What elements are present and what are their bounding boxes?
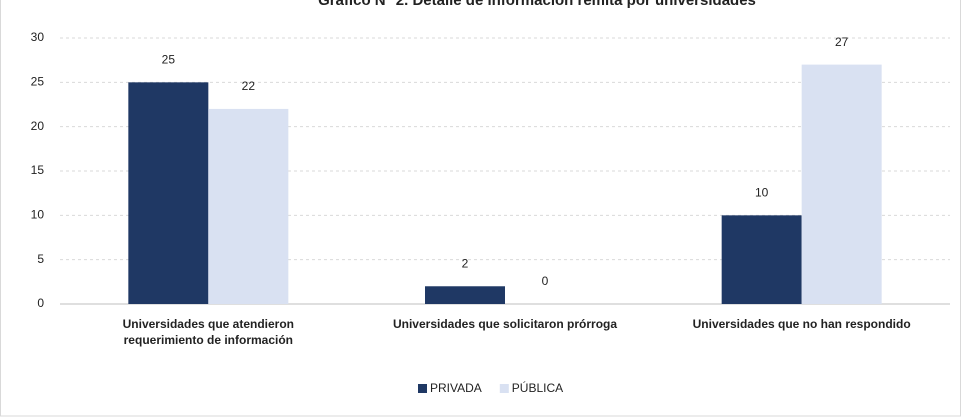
data-label: 27 xyxy=(835,35,849,49)
bar xyxy=(801,64,882,304)
y-tick-label: 0 xyxy=(37,296,44,310)
y-tick-label: 25 xyxy=(31,75,45,89)
y-tick-label: 10 xyxy=(31,208,45,222)
y-tick-label: 5 xyxy=(37,252,44,266)
legend-label: PRIVADA xyxy=(430,381,482,395)
bar xyxy=(425,286,505,304)
x-tick-label: Universidades que no han respondido xyxy=(692,317,911,331)
data-label: 0 xyxy=(542,274,549,288)
chart-title: Gráfico N° 2. Detalle de información rem… xyxy=(318,0,756,9)
legend-swatch xyxy=(418,384,427,393)
y-tick-label: 20 xyxy=(31,119,45,133)
y-tick-label: 15 xyxy=(31,163,45,177)
x-tick-label: Universidades que atendieron requerimien… xyxy=(122,317,295,347)
legend-swatch xyxy=(499,384,509,393)
x-tick-label: Universidades que solicitaron prórroga xyxy=(392,317,618,331)
data-label: 25 xyxy=(162,53,176,67)
bar xyxy=(721,215,802,304)
data-label: 10 xyxy=(755,186,769,200)
y-tick-label: 30 xyxy=(31,30,45,44)
legend-label: PÚBLICA xyxy=(512,380,563,395)
data-label: 22 xyxy=(242,79,256,93)
bar xyxy=(128,82,209,304)
bar xyxy=(208,108,289,304)
data-label: 2 xyxy=(462,256,469,270)
